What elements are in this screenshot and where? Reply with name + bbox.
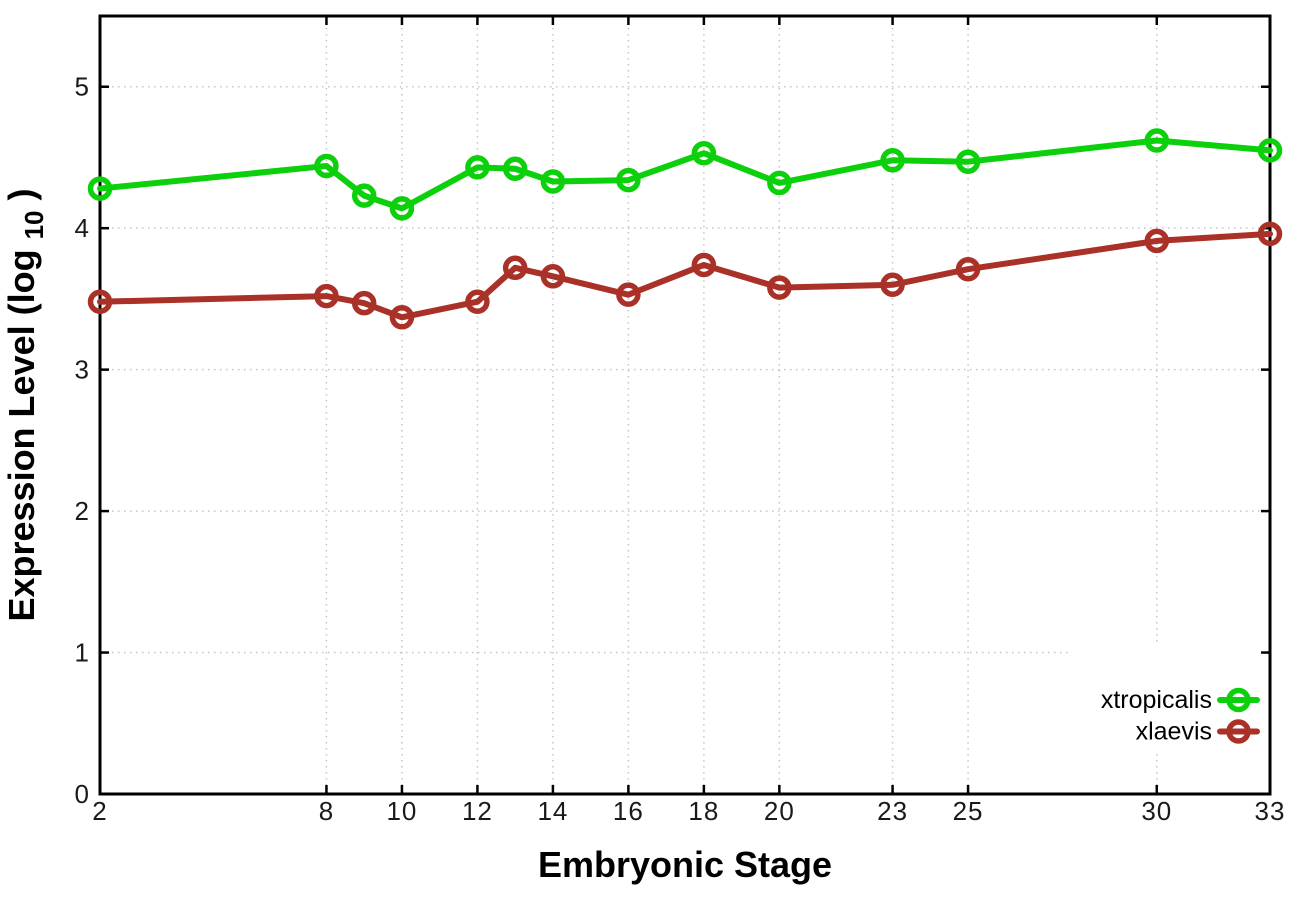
series-xlaevis-marker-9: [351, 290, 377, 316]
y-tick-label-3: 3: [75, 355, 90, 385]
series-xlaevis-marker-16: [616, 282, 641, 307]
series-xtropicalis-marker-14: [540, 169, 566, 194]
y-tick-label-4: 4: [75, 213, 90, 243]
x-tick-label-18: 18: [688, 796, 719, 826]
series-xtropicalis-marker-25: [955, 149, 981, 174]
series-xtropicalis-marker-16: [616, 167, 641, 193]
series-xlaevis-marker-18: [691, 252, 717, 278]
legend-marker-xlaevis: [1226, 719, 1251, 744]
legend-label-xtropicalis: xtropicalis: [1101, 686, 1212, 714]
series-xtropicalis-marker-12: [465, 155, 490, 180]
y-axis-title-subscript: 10: [19, 210, 49, 239]
x-tick-label-2: 2: [92, 796, 107, 826]
series-xtropicalis-marker-8: [314, 153, 339, 179]
x-tick-label-14: 14: [537, 796, 568, 826]
series-xlaevis-marker-33: [1257, 221, 1283, 247]
legend-label-xlaevis: xlaevis: [1136, 718, 1212, 746]
series-xtropicalis-marker-2: [87, 176, 113, 201]
series-xlaevis-marker-10: [389, 305, 415, 330]
series-xlaevis-marker-20: [767, 275, 792, 300]
x-tick-label-23: 23: [877, 796, 908, 826]
series-xtropicalis-marker-10: [389, 196, 415, 221]
series-xlaevis-marker-25: [955, 256, 981, 282]
series-xlaevis-marker-13: [502, 255, 528, 281]
y-tick-label-2: 2: [75, 496, 90, 526]
series-xtropicalis-marker-9: [351, 183, 377, 208]
y-tick-label-0: 0: [75, 779, 90, 809]
series-xlaevis-marker-23: [880, 272, 905, 298]
plot-border: [98, 14, 1272, 796]
x-tick-label-33: 33: [1255, 796, 1286, 826]
series-xlaevis-marker-12: [465, 289, 490, 314]
y-axis-title-close: ): [1, 188, 42, 200]
x-tick-label-25: 25: [953, 796, 984, 826]
series-xtropicalis-marker-13: [502, 156, 528, 182]
series-xtropicalis-marker-20: [767, 170, 792, 196]
y-axis-title: Expression Level (log 10 ): [1, 188, 51, 621]
series-xlaevis-line: [97, 230, 1273, 321]
series-xtropicalis-marker-23: [880, 148, 905, 173]
x-tick-label-16: 16: [613, 796, 644, 826]
series-xtropicalis-marker-18: [691, 140, 717, 166]
y-tick-label-1: 1: [75, 638, 90, 668]
series-xlaevis-marker-30: [1144, 228, 1170, 254]
x-tick-label-8: 8: [319, 796, 334, 826]
series-xtropicalis-marker-33: [1257, 138, 1283, 163]
legend-marker-xtropicalis: [1226, 687, 1251, 713]
x-tick-label-10: 10: [386, 796, 417, 826]
y-tick-label-5: 5: [75, 72, 90, 102]
y-axis-title-main: Expression Level (log: [1, 249, 42, 621]
x-tick-label-30: 30: [1141, 796, 1172, 826]
x-tick-label-12: 12: [462, 796, 493, 826]
x-tick-label-20: 20: [764, 796, 795, 826]
series-xtropicalis-line: [97, 137, 1273, 212]
series-xlaevis-marker-14: [540, 264, 566, 289]
x-axis-title: Embryonic Stage: [538, 844, 832, 885]
series-xtropicalis-marker-30: [1144, 128, 1170, 153]
series-xlaevis-marker-2: [87, 289, 113, 314]
series-xlaevis-marker-8: [314, 283, 339, 309]
